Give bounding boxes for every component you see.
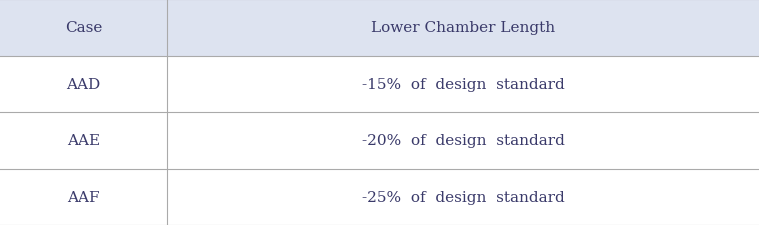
Bar [0, 0, 759, 56]
Text: AAE: AAE [67, 134, 100, 148]
Text: -15%  of  design  standard: -15% of design standard [361, 77, 565, 91]
Text: AAF: AAF [68, 190, 99, 204]
Text: AAD: AAD [66, 77, 101, 91]
Text: -25%  of  design  standard: -25% of design standard [361, 190, 565, 204]
Text: Case: Case [65, 21, 102, 35]
Text: Lower Chamber Length: Lower Chamber Length [371, 21, 555, 35]
Text: -20%  of  design  standard: -20% of design standard [361, 134, 565, 148]
